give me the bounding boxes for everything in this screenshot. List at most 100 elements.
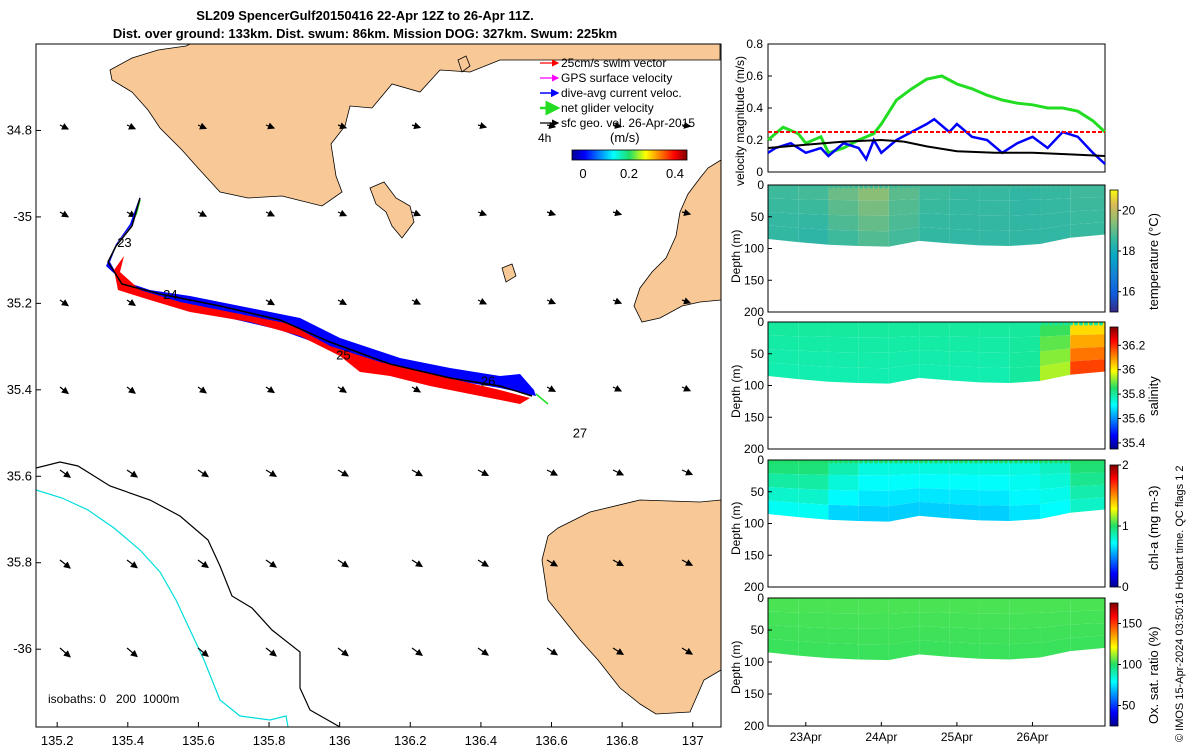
section-cell <box>1070 635 1105 652</box>
section-cell <box>979 352 1010 368</box>
section-cell <box>949 199 980 216</box>
section-colorbar-tick-label: 36 <box>1122 363 1136 377</box>
day-label: 24 <box>163 287 177 302</box>
geostrophic-arrow <box>411 647 423 657</box>
geostrophic-arrow <box>612 385 623 392</box>
section-cell <box>1040 361 1071 382</box>
section-cell <box>1009 229 1041 246</box>
geostrophic-arrow <box>411 469 424 477</box>
section-y-tick-label: 100 <box>744 655 764 669</box>
section-cell <box>949 365 980 383</box>
geostrophic-arrow <box>546 385 557 392</box>
isobath-legend: isobaths: 0 200 1000m <box>48 692 179 706</box>
section-y-tick-label: 50 <box>751 623 765 637</box>
section-cell <box>1040 335 1071 352</box>
section-cell <box>949 322 980 338</box>
time-axis: 23Apr 24Apr 25Apr 26Apr <box>790 722 1048 744</box>
section-cell <box>858 322 889 338</box>
section-y-tick-label: 100 <box>744 517 764 531</box>
section-cell <box>888 198 920 216</box>
geostrophic-arrow <box>546 122 557 130</box>
section-cell <box>768 625 799 642</box>
section-cell <box>768 211 799 228</box>
temperature-ylabel: Depth (m) <box>729 229 743 283</box>
section-cell <box>768 611 799 627</box>
land-island-1 <box>369 181 415 239</box>
map-y-tick-label: -36 <box>13 641 32 656</box>
section-cell <box>888 212 920 232</box>
section-cell <box>858 337 889 353</box>
geostrophic-arrow <box>59 559 71 569</box>
map-colorbar-tick-0: 0 <box>579 166 586 181</box>
section-cell <box>979 613 1010 629</box>
section-colorbar-tick-label: 150 <box>1122 617 1142 631</box>
section-cell <box>858 200 889 216</box>
temperature-cblabel: temperature (°C) <box>1146 213 1161 310</box>
geostrophic-arrow <box>126 559 138 569</box>
section-cell <box>1009 366 1041 383</box>
section-cell <box>1009 336 1041 353</box>
section-colorbar <box>1109 326 1119 450</box>
map-y-axis: 34.8 -35 35.2 35.4 35.6 35.8 -36 <box>7 122 41 656</box>
geostrophic-arrow <box>337 469 350 477</box>
section-cell <box>919 460 950 475</box>
geostrophic-arrow <box>337 122 348 130</box>
geostrophic-arrow <box>197 122 208 130</box>
time-axis-label: 23Apr <box>790 730 822 744</box>
map-x-tick-label: 136.8 <box>606 733 639 748</box>
map-y-tick-label: 35.6 <box>7 468 32 483</box>
section-cell <box>828 643 859 660</box>
section-cell <box>979 200 1010 216</box>
section-cell <box>1040 611 1071 628</box>
section-colorbar-tick-label: 50 <box>1122 699 1136 713</box>
section-cell <box>1009 460 1041 476</box>
section-colorbar-tick-label: 35.4 <box>1122 436 1146 450</box>
section-cell <box>919 598 950 613</box>
footer-credit: © IMOS 15-Apr-2024 03:50:16 Hobart time.… <box>1174 465 1186 742</box>
section-cell <box>858 230 889 247</box>
geostrophic-arrow <box>546 559 559 567</box>
chl-ylabel: Depth (m) <box>729 501 743 555</box>
map-x-tick-label: 136 <box>329 733 351 748</box>
geostrophic-arrow <box>126 298 137 306</box>
geostrophic-arrow <box>411 559 424 568</box>
map-frame <box>35 43 722 728</box>
section-cell <box>1040 322 1071 337</box>
section-cell <box>798 185 829 200</box>
section-cell <box>858 613 889 630</box>
geostrophic-arrow <box>477 559 490 567</box>
time-axis-label: 25Apr <box>941 730 973 744</box>
map-x-tick-label: 135.8 <box>253 733 286 748</box>
section-cell <box>1009 504 1041 521</box>
section-cell <box>888 598 920 614</box>
legend-item-geostrophic: sfc geo. vel. 26-Apr-2015 <box>561 116 695 130</box>
section-cell <box>949 214 980 231</box>
section-cell <box>888 501 920 522</box>
geostrophic-arrow <box>477 209 488 217</box>
section-cell <box>1009 351 1041 368</box>
geostrophic-arrow <box>197 647 209 657</box>
section-cell <box>979 598 1010 614</box>
section-cell <box>1070 497 1105 513</box>
day-labels: 23 24 25 26 27 <box>117 235 587 440</box>
section-cell <box>1009 598 1041 614</box>
section-cell <box>1040 486 1071 505</box>
section-cell <box>798 213 829 230</box>
section-cell <box>979 322 1010 338</box>
section-cell <box>828 214 859 231</box>
section-y-tick-label: 100 <box>744 379 764 393</box>
map-y-tick-label: -35 <box>13 209 32 224</box>
oxygen-cblabel: Ox. sat. ratio (%) <box>1146 626 1161 724</box>
section-cell <box>919 322 950 337</box>
section-cell <box>768 460 799 475</box>
velocity-panel: 0 0.2 0.4 0.6 0.8 <box>746 37 1107 179</box>
section-cell <box>888 335 920 353</box>
section-cell <box>979 475 1010 491</box>
section-cell <box>1070 334 1105 349</box>
section-cell <box>768 322 799 337</box>
section-cell <box>919 185 950 200</box>
geostrophic-arrow <box>477 469 490 476</box>
section-panel: 0 50 100 150 200 0 1 2 <box>744 453 1129 594</box>
geostrophic-arrow <box>197 210 208 217</box>
